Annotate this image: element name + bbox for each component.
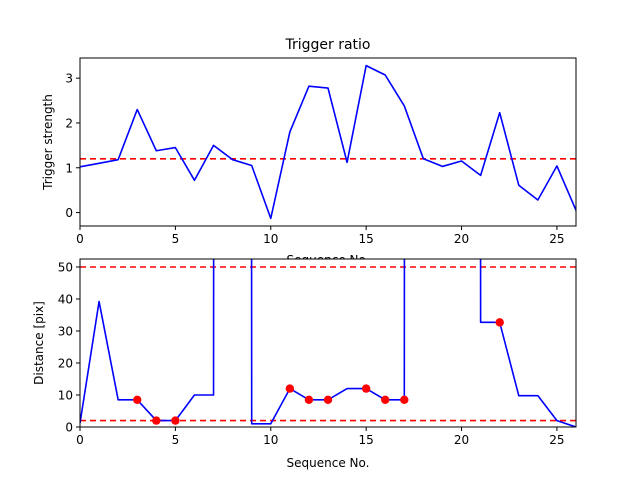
axes-frame	[79, 258, 577, 428]
x-tick-label: 20	[454, 433, 469, 447]
x-tick-label: 20	[454, 232, 469, 246]
axes-frame	[79, 57, 577, 227]
y-axis-label: Trigger strength	[41, 94, 55, 191]
y-tick-label: 0	[65, 206, 73, 220]
x-axis-label: Sequence No.	[287, 456, 370, 470]
data-point-marker	[400, 395, 409, 404]
trigger-plot-layer	[80, 64, 576, 220]
data-point-marker	[361, 384, 371, 393]
y-tick-label: 50	[58, 261, 73, 275]
distance-subplot: 0 5 10 15 20 25 0 10 20 30 40 50 Sequence No. Dista…	[32, 258, 577, 470]
data-point-marker	[323, 395, 333, 404]
distance-plot-layer	[80, 259, 576, 427]
distance-axis-layer: 0 5 10 15 20 25 0 10 20 30 40 50	[58, 258, 577, 447]
y-tick-label: 40	[58, 293, 73, 307]
data-point-marker	[152, 416, 161, 425]
y-tick-label: 2	[65, 116, 73, 130]
data-point-marker	[285, 384, 295, 393]
chart-title: Trigger ratio	[284, 37, 370, 53]
x-tick-label: 15	[359, 232, 374, 246]
x-tick-label: 25	[549, 433, 564, 447]
x-tick-label: 0	[76, 232, 84, 246]
x-tick-label: 0	[76, 433, 84, 447]
y-tick-label: 0	[65, 421, 73, 435]
y-tick-label: 3	[65, 72, 73, 86]
y-axis-label: Distance [pix]	[32, 301, 46, 385]
data-point-marker	[171, 416, 180, 425]
data-point-marker	[304, 395, 314, 404]
series-line	[80, 64, 576, 220]
y-tick-label: 10	[58, 389, 73, 403]
x-tick-label: 5	[172, 433, 180, 447]
x-tick-label: 5	[172, 232, 180, 246]
data-point-marker	[133, 395, 142, 404]
y-tick-label: 20	[58, 357, 73, 371]
x-tick-label: 15	[359, 433, 374, 447]
x-tick-label: 10	[263, 232, 278, 246]
x-tick-label: 10	[263, 433, 278, 447]
trigger-axis-layer: 0 5 10 15 20 25 0 1 2 3	[65, 57, 577, 246]
data-point-marker	[381, 395, 390, 404]
y-tick-label: 30	[58, 325, 73, 339]
y-tick-label: 1	[65, 161, 73, 175]
x-tick-label: 25	[549, 232, 564, 246]
data-point-marker	[495, 318, 504, 327]
